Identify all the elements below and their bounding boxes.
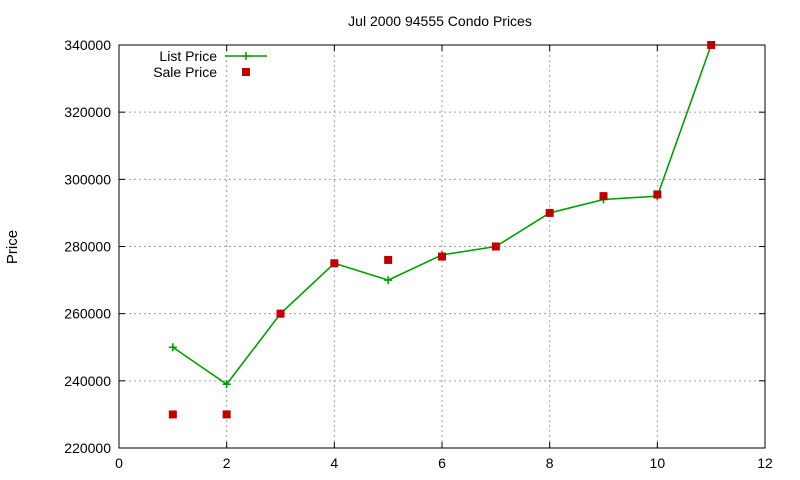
legend-item: Sale Price — [153, 64, 250, 80]
y-tick-label: 320000 — [64, 104, 111, 120]
legend-item: List Price — [159, 48, 267, 64]
data-point — [653, 190, 662, 199]
data-point — [438, 252, 446, 261]
data-point — [330, 259, 339, 268]
x-tick-label: 4 — [330, 455, 338, 471]
data-point — [384, 255, 393, 264]
data-point — [222, 380, 231, 389]
data-point — [168, 343, 177, 352]
data-point — [491, 242, 500, 251]
y-tick-label: 280000 — [64, 239, 111, 255]
y-tick-label: 340000 — [64, 37, 111, 53]
y-tick-label: 220000 — [64, 440, 111, 456]
series-layer — [168, 41, 716, 419]
x-tick-label: 10 — [650, 455, 666, 471]
data-point — [545, 208, 554, 217]
data-point — [384, 276, 393, 285]
data-point — [222, 410, 231, 419]
y-tick-label: 260000 — [64, 306, 111, 322]
y-tick-label: 300000 — [64, 171, 111, 187]
x-tick-label: 6 — [438, 455, 446, 471]
y-axis-label: Price — [4, 230, 21, 264]
chart-title: Jul 2000 94555 Condo Prices — [348, 13, 532, 29]
legend-marker — [242, 68, 250, 76]
series-sale-price — [168, 41, 716, 419]
data-point — [168, 410, 177, 419]
data-point — [707, 41, 716, 49]
legend-label: Sale Price — [153, 64, 217, 80]
x-tick-label: 8 — [546, 455, 554, 471]
x-tick-label: 2 — [223, 455, 231, 471]
axis-ticks: 0 2 4 6 8 10 12 220000 240000 260000 280000 300000 3… — [64, 37, 773, 471]
legend-marker — [242, 52, 250, 60]
x-tick-label: 12 — [757, 455, 773, 471]
data-point — [276, 309, 285, 318]
data-point — [599, 192, 608, 201]
plot-frame — [118, 44, 766, 449]
x-tick-label: 0 — [115, 455, 123, 471]
y-tick-label: 240000 — [64, 373, 111, 389]
grid-lines — [119, 45, 765, 448]
legend-label: List Price — [159, 48, 217, 64]
